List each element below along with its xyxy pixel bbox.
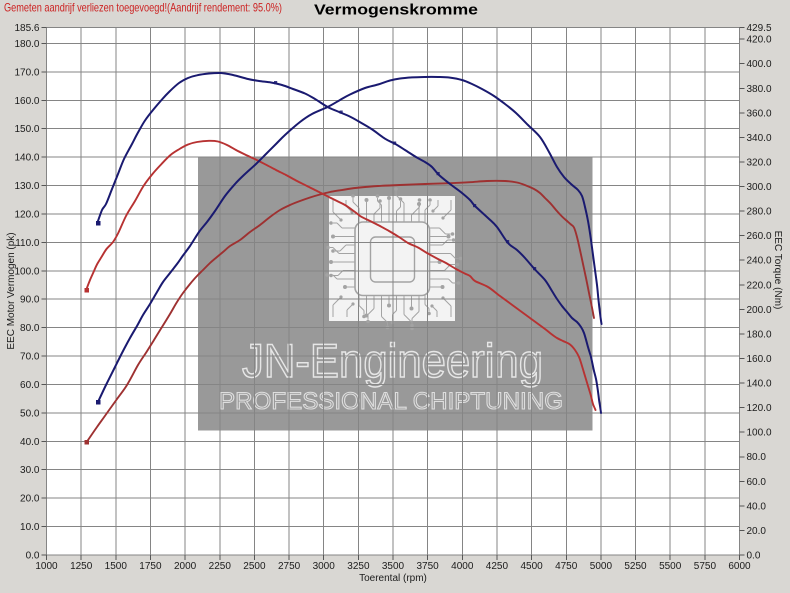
svg-text:2500: 2500 <box>243 561 266 572</box>
svg-text:PROFESSIONAL CHIPTUNING: PROFESSIONAL CHIPTUNING <box>219 388 563 415</box>
svg-text:2250: 2250 <box>209 561 232 572</box>
svg-text:0.0: 0.0 <box>26 551 40 562</box>
svg-text:3750: 3750 <box>416 561 439 572</box>
svg-text:429.5: 429.5 <box>747 23 772 34</box>
svg-text:1000: 1000 <box>35 561 58 572</box>
svg-text:400.0: 400.0 <box>747 59 772 70</box>
svg-text:180.0: 180.0 <box>14 39 39 50</box>
svg-text:40.0: 40.0 <box>20 437 40 448</box>
svg-text:260.0: 260.0 <box>747 231 772 242</box>
svg-text:240.0: 240.0 <box>747 256 772 267</box>
svg-text:30.0: 30.0 <box>20 465 40 476</box>
svg-text:120.0: 120.0 <box>14 209 39 220</box>
svg-text:280.0: 280.0 <box>747 207 772 218</box>
svg-text:50.0: 50.0 <box>20 408 40 419</box>
svg-text:5000: 5000 <box>590 561 613 572</box>
svg-text:130.0: 130.0 <box>14 181 39 192</box>
svg-text:220.0: 220.0 <box>747 280 772 291</box>
svg-text:EEC Motor Vermogen (pk): EEC Motor Vermogen (pk) <box>6 232 17 349</box>
svg-text:110.0: 110.0 <box>15 238 40 249</box>
svg-text:100.0: 100.0 <box>747 428 772 439</box>
svg-text:Gemeten aandrijf verliezen toe: Gemeten aandrijf verliezen toegevoegd!(A… <box>4 1 282 15</box>
svg-text:2000: 2000 <box>174 561 197 572</box>
svg-text:200.0: 200.0 <box>747 305 772 316</box>
svg-text:90.0: 90.0 <box>20 295 40 306</box>
svg-text:360.0: 360.0 <box>747 108 772 119</box>
svg-text:40.0: 40.0 <box>747 501 767 512</box>
svg-text:4500: 4500 <box>520 561 543 572</box>
svg-text:5250: 5250 <box>624 561 647 572</box>
svg-text:6000: 6000 <box>728 561 751 572</box>
svg-text:20.0: 20.0 <box>747 526 767 537</box>
svg-text:320.0: 320.0 <box>747 158 772 169</box>
svg-text:60.0: 60.0 <box>20 380 40 391</box>
svg-text:4250: 4250 <box>486 561 509 572</box>
svg-text:EEC Torque (Nm): EEC Torque (Nm) <box>772 231 783 310</box>
svg-text:20.0: 20.0 <box>20 494 40 505</box>
svg-text:10.0: 10.0 <box>20 522 40 533</box>
svg-text:140.0: 140.0 <box>747 379 772 390</box>
svg-text:160.0: 160.0 <box>14 96 39 107</box>
svg-text:140.0: 140.0 <box>14 153 39 164</box>
svg-text:Vermogenskromme: Vermogenskromme <box>314 3 478 19</box>
svg-text:3500: 3500 <box>382 561 405 572</box>
svg-text:1250: 1250 <box>70 561 93 572</box>
svg-text:380.0: 380.0 <box>747 84 772 95</box>
svg-text:160.0: 160.0 <box>747 354 772 365</box>
svg-text:80.0: 80.0 <box>747 452 767 463</box>
svg-text:100.0: 100.0 <box>14 266 39 277</box>
svg-text:2750: 2750 <box>278 561 301 572</box>
svg-text:3000: 3000 <box>313 561 336 572</box>
svg-text:1500: 1500 <box>105 561 128 572</box>
svg-text:5500: 5500 <box>659 561 682 572</box>
svg-text:170.0: 170.0 <box>14 67 39 78</box>
svg-text:120.0: 120.0 <box>747 403 772 414</box>
svg-text:1750: 1750 <box>139 561 162 572</box>
svg-text:70.0: 70.0 <box>20 352 40 363</box>
svg-text:60.0: 60.0 <box>747 477 767 488</box>
svg-text:Toerental (rpm): Toerental (rpm) <box>359 573 427 584</box>
svg-text:5750: 5750 <box>694 561 717 572</box>
svg-text:0.0: 0.0 <box>747 551 761 562</box>
svg-text:4750: 4750 <box>555 561 578 572</box>
svg-text:340.0: 340.0 <box>747 133 772 144</box>
svg-text:4000: 4000 <box>451 561 474 572</box>
svg-text:185.6: 185.6 <box>14 23 39 34</box>
svg-text:150.0: 150.0 <box>14 124 39 135</box>
svg-text:80.0: 80.0 <box>20 323 40 334</box>
svg-text:3250: 3250 <box>347 561 370 572</box>
svg-text:180.0: 180.0 <box>747 329 772 340</box>
svg-text:300.0: 300.0 <box>747 182 772 193</box>
svg-text:420.0: 420.0 <box>747 35 772 46</box>
